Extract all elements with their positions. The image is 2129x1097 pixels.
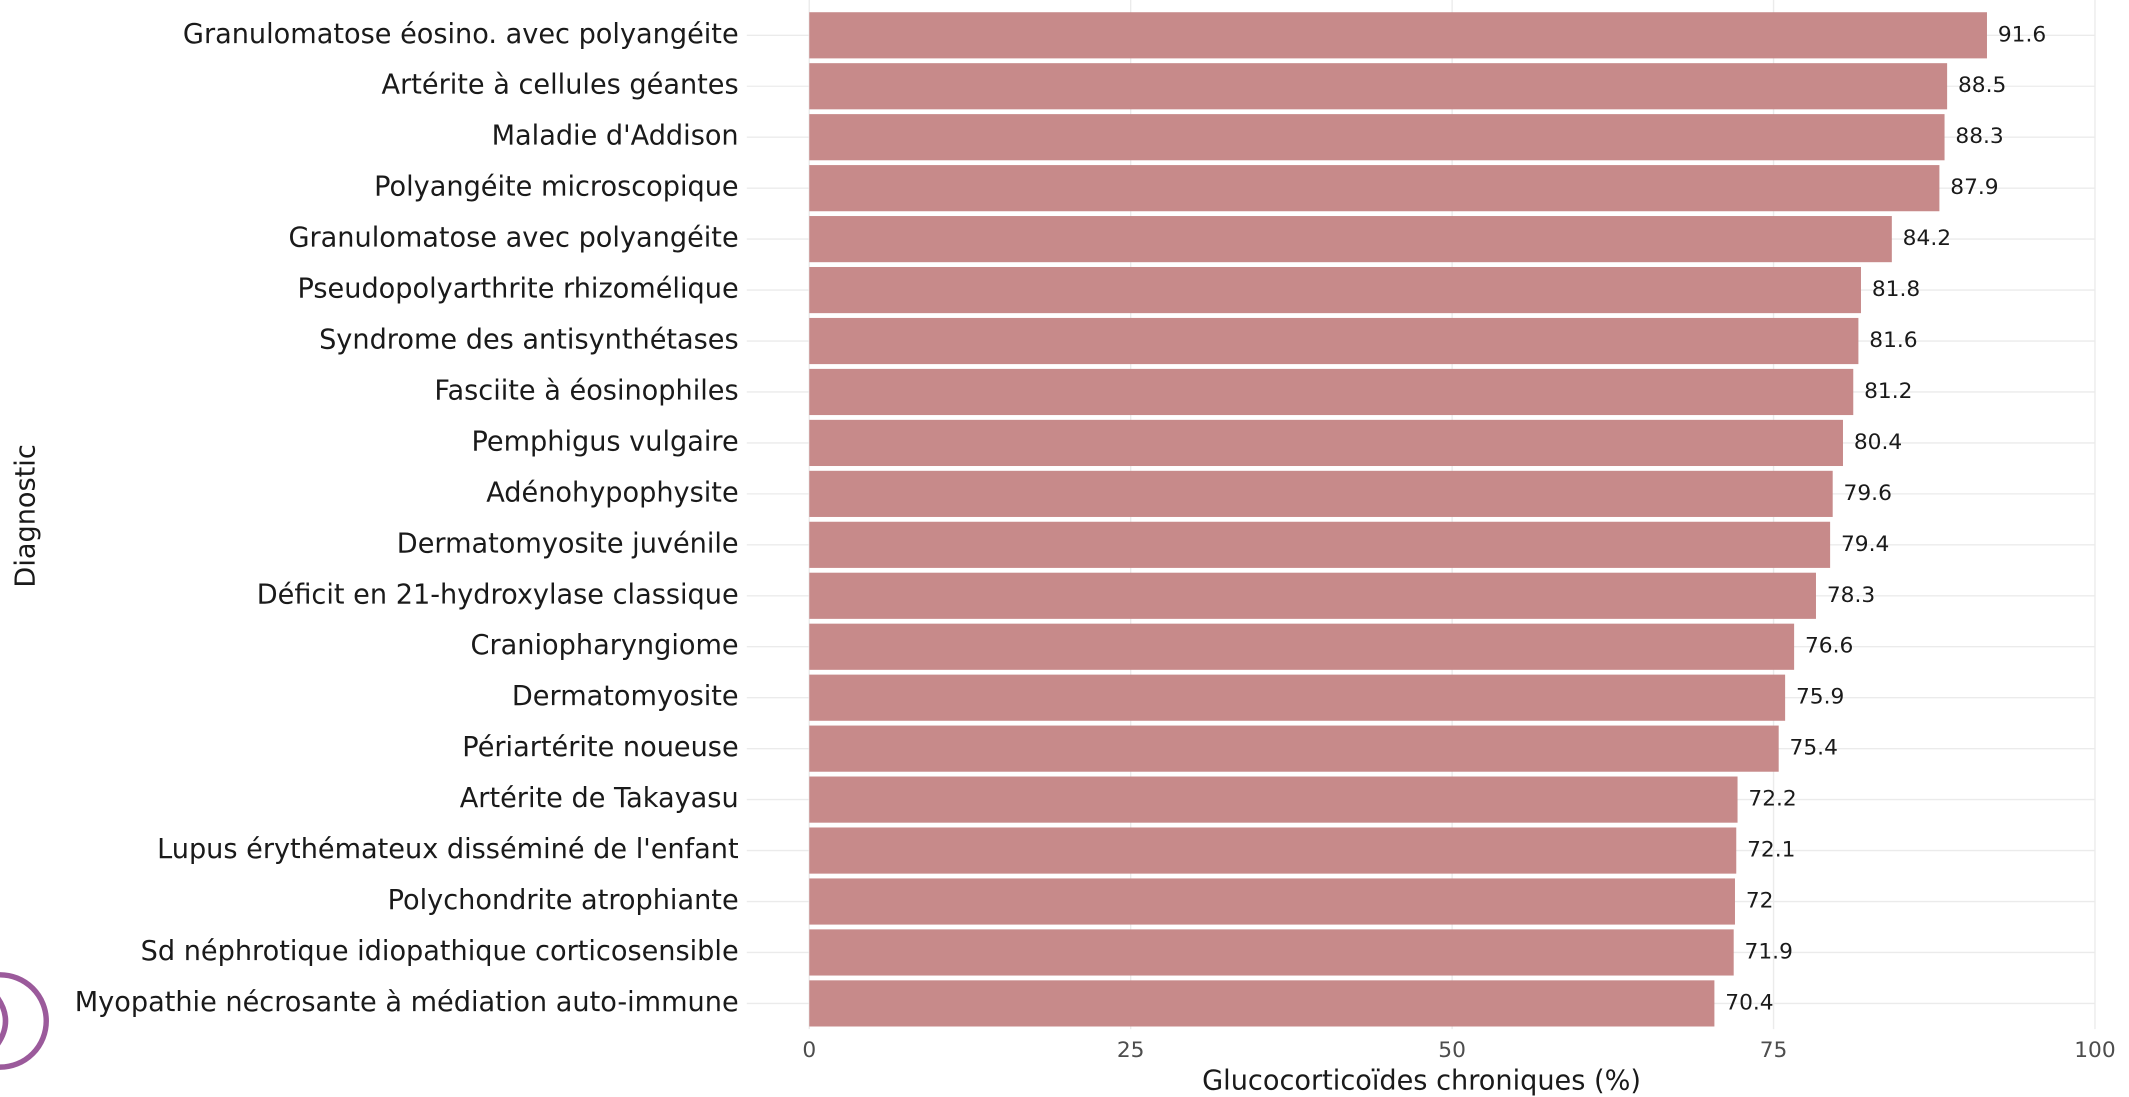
x-axis-title: Glucocorticoïdes chroniques (%): [1202, 1066, 1641, 1097]
data-label: 88.3: [1955, 124, 2003, 149]
x-tick-label: 25: [1117, 1038, 1145, 1063]
y-tick-label: Syndrome des antisynthétases: [319, 325, 739, 356]
x-tick-label: 75: [1760, 1038, 1788, 1063]
y-tick-label: Périartérite noueuse: [462, 732, 738, 763]
y-tick-label: Pseudopolyarthrite rhizomélique: [298, 274, 739, 305]
bar: [809, 776, 1738, 823]
y-tick-label: Dermatomyosite juvénile: [397, 528, 739, 559]
bar: [809, 216, 1892, 263]
y-axis-title: Diagnostic: [11, 444, 42, 587]
data-label: 72.1: [1747, 838, 1795, 863]
data-label: 71.9: [1745, 939, 1793, 964]
logo-ring: [0, 972, 49, 1070]
data-label: 72: [1746, 889, 1774, 914]
data-label: 75.4: [1790, 736, 1838, 761]
bar: [809, 827, 1737, 874]
data-label: 81.8: [1872, 277, 1920, 302]
y-tick-label: Polyangéite microscopique: [374, 172, 739, 203]
data-label: 88.5: [1958, 73, 2006, 98]
y-tick-label: Artérite à cellules géantes: [382, 70, 739, 101]
data-label: 72.2: [1748, 787, 1796, 812]
bar: [809, 266, 1861, 314]
data-label: 80.4: [1854, 430, 1902, 455]
bar: [809, 317, 1859, 365]
bar: [809, 674, 1786, 721]
y-tick-label: Dermatomyosite: [512, 681, 739, 712]
y-tick-label: Sd néphrotique idiopathique corticosensi…: [141, 936, 739, 967]
bar: [809, 419, 1843, 467]
y-tick-label: Pemphigus vulgaire: [471, 426, 738, 457]
bar: [809, 980, 1715, 1027]
logo-mark: [0, 996, 9, 1046]
y-tick-label: Lupus érythémateux disséminé de l'enfant: [157, 834, 739, 865]
x-tick-label: 0: [802, 1038, 816, 1063]
x-tick-label: 100: [2074, 1038, 2115, 1063]
bar: [809, 521, 1831, 568]
logo: [0, 972, 49, 1070]
data-label: 75.9: [1796, 685, 1844, 710]
data-label: 76.6: [1805, 634, 1853, 659]
bar: [809, 63, 1948, 110]
x-tick-label: 50: [1438, 1038, 1466, 1063]
bar: [809, 929, 1734, 976]
data-label: 81.6: [1869, 328, 1917, 353]
bar: [809, 623, 1795, 670]
y-tick-label: Craniopharyngiome: [471, 630, 739, 661]
y-tick-label: Myopathie nécrosante à médiation auto-im…: [75, 987, 739, 1018]
data-label: 84.2: [1903, 226, 1951, 251]
bar: [809, 165, 1940, 212]
y-tick-label: Polychondrite atrophiante: [388, 885, 739, 916]
bar: [809, 878, 1735, 925]
y-tick-label: Maladie d'Addison: [492, 121, 739, 152]
data-label: 91.6: [1998, 22, 2046, 47]
y-tick-label: Déficit en 21-hydroxylase classique: [257, 579, 739, 610]
data-label: 81.2: [1864, 379, 1912, 404]
y-tick-label: Granulomatose éosino. avec polyangéite: [183, 19, 739, 50]
bar: [809, 12, 1987, 59]
bar: [809, 368, 1854, 416]
data-label: 87.9: [1950, 175, 1998, 200]
bar: [809, 572, 1816, 619]
data-label: 79.4: [1841, 532, 1889, 557]
bar: [809, 470, 1833, 517]
bar: [809, 725, 1779, 772]
y-tick-label: Adénohypophysite: [486, 477, 738, 508]
data-label: 78.3: [1827, 583, 1875, 608]
data-label: 70.4: [1725, 990, 1773, 1015]
bar: [809, 114, 1945, 161]
y-tick-label: Granulomatose avec polyangéite: [288, 223, 738, 254]
y-tick-label: Fasciite à éosinophiles: [434, 375, 738, 406]
data-label: 79.6: [1844, 481, 1892, 506]
y-tick-label: Artérite de Takayasu: [460, 783, 739, 814]
